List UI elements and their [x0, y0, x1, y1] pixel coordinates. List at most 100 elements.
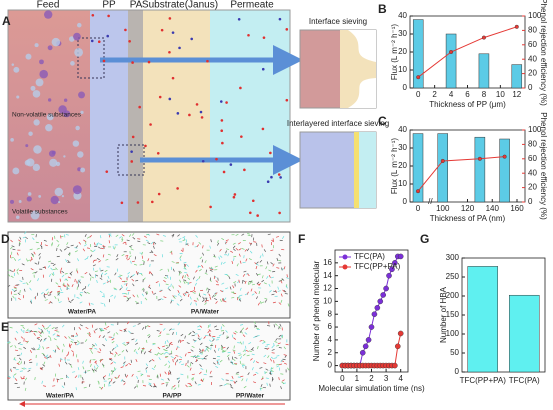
atom-bond	[145, 325, 149, 328]
molecule	[38, 195, 42, 198]
interface-label: PA/PP	[162, 393, 182, 400]
atom-bond	[172, 234, 175, 238]
atom-bond	[99, 243, 103, 246]
atom-bond	[270, 276, 274, 279]
atom-bond	[145, 291, 148, 295]
y-tick-label: 100	[446, 329, 460, 338]
atom-bond	[287, 367, 290, 371]
atom-bond	[61, 349, 64, 353]
feed-note: Non-volatile substances	[12, 112, 82, 119]
x-tick-label: 2	[432, 90, 437, 99]
atom-bond	[278, 259, 282, 262]
atom-bond	[214, 325, 218, 328]
atom-bond	[31, 347, 35, 351]
atom-bond	[48, 301, 52, 304]
atom-bond	[210, 239, 212, 243]
atom-bond	[268, 274, 271, 278]
atom-bond	[59, 278, 62, 282]
atom-bond	[283, 346, 286, 350]
atom-bond	[85, 326, 89, 330]
atom-bond	[149, 348, 152, 352]
atom-bond	[206, 287, 208, 291]
atom-bond	[142, 348, 144, 352]
atom-bond	[168, 365, 171, 369]
atom-bond	[81, 287, 85, 291]
y-tick-label: 10	[398, 65, 407, 74]
atom-bond	[218, 256, 220, 260]
molecule	[171, 31, 175, 34]
molecule	[49, 158, 58, 167]
molecule	[168, 50, 171, 54]
atom-bond	[83, 386, 87, 389]
atom-bond	[30, 299, 33, 303]
atom-bond	[84, 286, 87, 290]
atom-bond	[45, 354, 49, 358]
atom-bond	[71, 298, 74, 302]
atom-bond	[30, 258, 33, 262]
atom-bond	[131, 233, 135, 236]
molecule	[240, 135, 243, 138]
y-axis-title: Flux (L m⁻² h⁻¹)	[390, 24, 399, 80]
inset-pore	[348, 30, 376, 108]
atom-bond	[270, 356, 274, 360]
molecule	[147, 60, 151, 64]
atom-bond	[173, 296, 176, 299]
atom-bond	[104, 322, 107, 326]
atom-bond	[132, 294, 135, 298]
atom-bond	[107, 331, 111, 334]
atom-bond	[96, 258, 100, 261]
atom-bond	[23, 288, 26, 292]
atom-bond	[65, 259, 68, 263]
atom-bond	[272, 263, 275, 267]
molecule	[74, 47, 83, 57]
atom-bond	[209, 333, 212, 337]
y-axis-title: Number of HBA	[439, 286, 448, 343]
atom-bond	[147, 242, 151, 245]
molecule	[72, 185, 82, 195]
molecule	[30, 85, 36, 91]
atom-bond	[278, 302, 282, 305]
atom-bond	[91, 324, 94, 328]
atom-bond	[113, 361, 117, 364]
molecule	[80, 110, 84, 114]
feed-note: Volatile substances	[12, 209, 68, 216]
atom-bond	[89, 254, 93, 258]
bar	[511, 64, 523, 89]
atom-bond	[120, 378, 123, 382]
atom-bond	[43, 361, 46, 365]
x-tick-label: 100	[436, 204, 450, 213]
atom-bond	[116, 254, 119, 258]
atom-bond	[103, 303, 106, 307]
atom-bond	[173, 295, 177, 297]
atom-bond	[104, 272, 108, 276]
bar	[467, 266, 498, 373]
bar	[437, 133, 448, 203]
atom-bond	[271, 293, 275, 296]
atom-bond	[57, 244, 60, 248]
atom-bond	[13, 358, 17, 361]
atom-bond	[261, 301, 265, 303]
atom-bond	[270, 369, 274, 372]
atom-bond	[233, 281, 237, 284]
atom-bond	[83, 239, 87, 242]
atom-bond	[29, 349, 32, 353]
atom-bond	[232, 242, 236, 245]
y-tick-label: 40	[398, 11, 407, 20]
molecule	[248, 211, 252, 215]
atom-bond	[233, 380, 236, 384]
atom-bond	[24, 340, 29, 343]
molecule	[13, 66, 20, 73]
molecule	[262, 36, 266, 39]
atom-bond	[42, 385, 47, 387]
atom-bond	[211, 337, 215, 340]
atom-bond	[240, 375, 244, 378]
atom-bond	[141, 293, 145, 297]
y-tick-label: 0	[403, 197, 408, 206]
atom-bond	[276, 257, 279, 261]
atom-bond	[29, 280, 32, 284]
molecule	[33, 145, 42, 154]
atom-bond	[245, 272, 249, 275]
atom-bond	[165, 346, 169, 349]
atom-bond	[157, 334, 161, 337]
atom-bond	[171, 251, 173, 255]
